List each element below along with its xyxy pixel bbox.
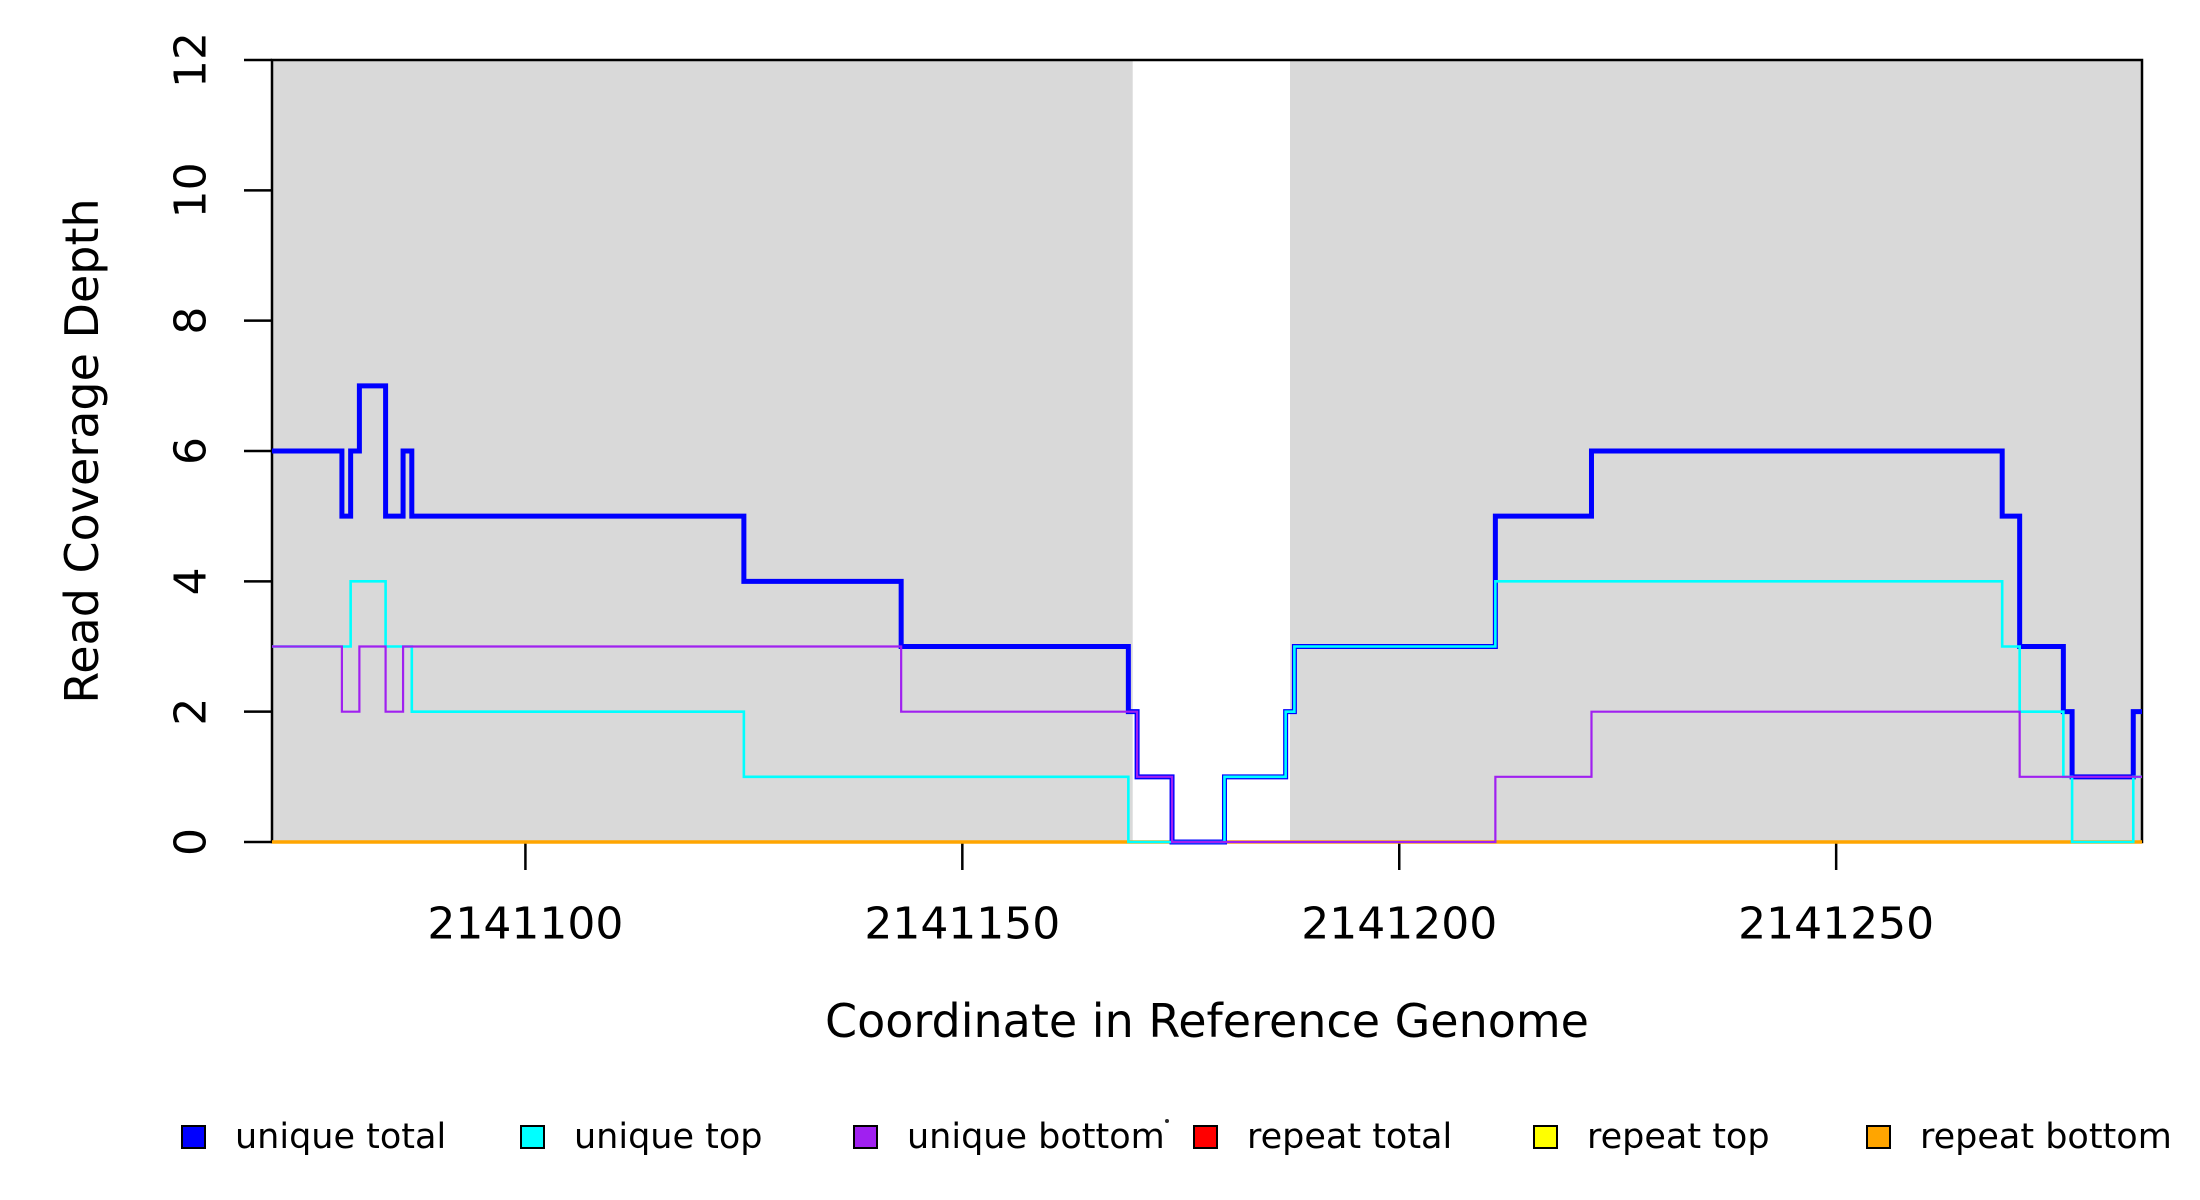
y-axis-title: Read Coverage Depth	[55, 198, 109, 703]
x-tick-label: 2141100	[427, 899, 623, 950]
y-tick-label: 10	[166, 162, 217, 218]
y-tick-label: 0	[166, 828, 217, 856]
y-tick-label: 2	[166, 698, 217, 726]
x-tick-label: 2141250	[1738, 899, 1934, 950]
plot-generated-layer: 2141100 2141150 2141200 2141250 0 2 4 6 8 10 12	[166, 32, 2144, 950]
y-tick-label: 12	[166, 32, 217, 88]
y-tick-label: 8	[166, 307, 217, 335]
y-tick-label: 6	[166, 437, 217, 465]
series-line-unique-bottom	[272, 645, 2142, 844]
y-tick-label: 4	[166, 567, 217, 595]
x-axis-title: Coordinate in Reference Genome	[825, 994, 1589, 1048]
x-tick-label: 2141150	[864, 899, 1060, 950]
x-tick-label: 2141200	[1301, 899, 1497, 950]
